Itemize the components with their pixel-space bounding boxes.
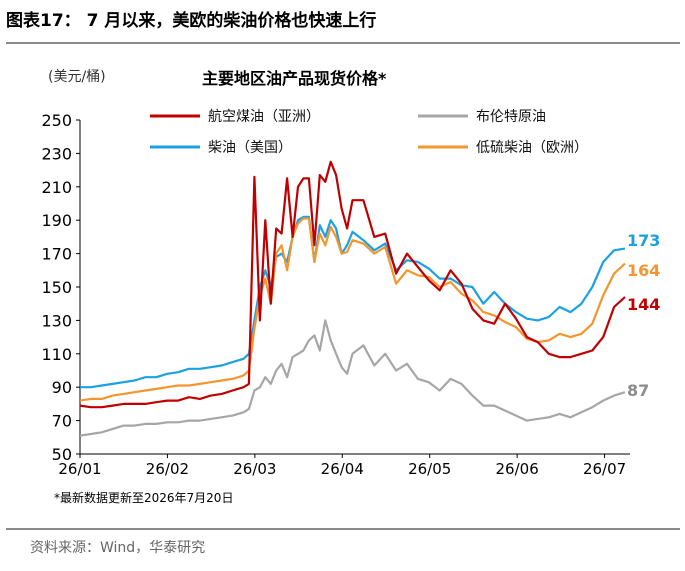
x-tick-label: 26/04 [321, 460, 364, 478]
series-line-0 [79, 160, 626, 409]
end-value-label: 87 [627, 381, 649, 400]
footnote: *最新数据更新至2026年7月20日 [54, 491, 234, 505]
end-value-label: 173 [627, 231, 660, 250]
x-tick-label: 26/05 [408, 460, 451, 478]
series-line-2 [80, 215, 626, 389]
legend-label: 柴油（美国） [208, 140, 292, 156]
y-tick-label: 210 [41, 178, 72, 197]
x-tick-label: 26/07 [583, 460, 626, 478]
x-tick-label: 26/02 [146, 460, 189, 478]
y-tick-label: 70 [52, 412, 72, 431]
x-tick-label: 26/06 [496, 460, 539, 478]
figure-title: 图表17： 7 月以来，美欧的柴油价格也快速上行 [6, 11, 377, 31]
source-note: 资料来源：Wind，华泰研究 [30, 540, 206, 556]
y-tick-label: 110 [41, 345, 72, 364]
y-tick-label: 50 [52, 445, 72, 464]
y-tick-label: 150 [41, 278, 72, 297]
y-tick-label: 170 [41, 245, 72, 264]
bottom-divider [6, 528, 680, 530]
x-tick-label: 26/03 [233, 460, 276, 478]
legend-label: 航空煤油（亚洲） [208, 109, 320, 125]
legend-label: 布伦特原油 [476, 109, 546, 125]
y-axis-unit-label: (美元/桶) [48, 69, 106, 85]
series-line-1 [79, 319, 626, 437]
y-tick-label: 130 [41, 311, 72, 330]
x-tick-label: 26/01 [58, 460, 101, 478]
legend-label: 低硫柴油（欧洲） [476, 140, 588, 156]
title-divider [6, 42, 680, 44]
series-line-3 [79, 217, 626, 402]
chart-title: 主要地区油产品现货价格* [202, 69, 387, 88]
y-tick-label: 250 [41, 111, 72, 130]
y-tick-label: 190 [41, 211, 72, 230]
end-value-label: 144 [627, 295, 660, 314]
end-value-label: 164 [627, 261, 660, 280]
y-tick-label: 230 [41, 144, 72, 163]
y-tick-label: 90 [52, 378, 72, 397]
